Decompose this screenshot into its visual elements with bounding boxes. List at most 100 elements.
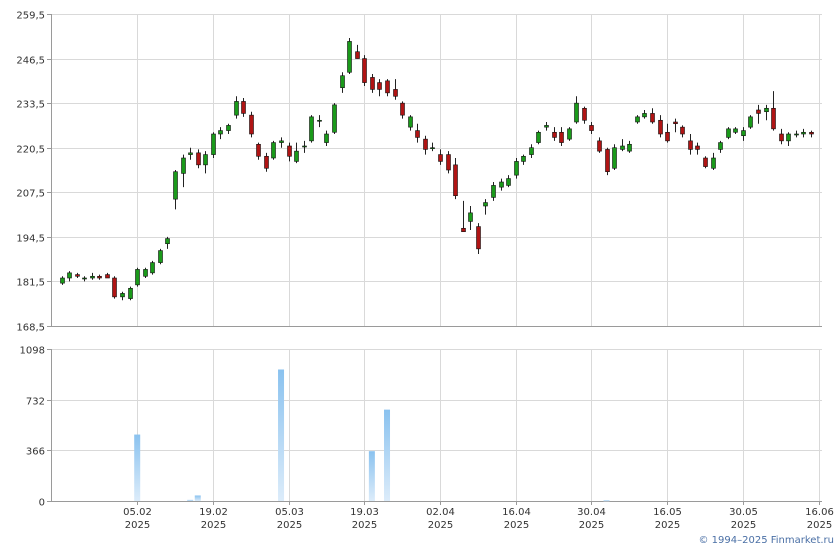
candle-up: [226, 125, 231, 131]
volume-ytick-label: 732: [26, 397, 45, 408]
candle-up: [165, 238, 170, 245]
candle-up: [574, 102, 579, 123]
candle-up: [529, 147, 534, 155]
candle-up: [506, 178, 511, 186]
price-ytick-label: 246,5: [16, 56, 45, 67]
candle-down: [97, 275, 102, 279]
x-tick-date-label: 30.04: [577, 507, 606, 518]
candle-down: [370, 77, 375, 90]
candle-down: [680, 126, 685, 135]
candle-down: [658, 119, 663, 135]
x-tick-date-label: 05.02: [123, 507, 152, 518]
volume-bar: [278, 369, 285, 501]
candle-up: [741, 130, 746, 137]
candle-down: [393, 89, 398, 97]
volume-ytick-label: 0: [39, 498, 45, 509]
candle-down: [438, 154, 443, 162]
volume-bar: [187, 499, 194, 501]
candle-down: [695, 145, 700, 150]
x-tick-year-label: 2025: [731, 520, 756, 531]
candle-up: [181, 157, 186, 174]
candle-down: [256, 143, 261, 157]
candle-down: [597, 140, 602, 152]
price-ytick-label: 181,5: [16, 278, 45, 289]
candle-down: [688, 140, 693, 150]
candle-down: [771, 107, 776, 130]
candle-down: [264, 155, 269, 169]
candle-up: [135, 269, 140, 286]
candle-up: [317, 119, 322, 122]
candle-down: [559, 131, 564, 143]
candle-down: [605, 149, 610, 173]
candle-down: [423, 138, 428, 150]
candle-down: [415, 130, 420, 138]
candle-up: [801, 131, 806, 135]
price-ytick-label: 233,5: [16, 100, 45, 111]
volume-ytick-label: 366: [26, 447, 45, 458]
x-tick-year-label: 2025: [655, 520, 680, 531]
x-tick-date-label: 16.05: [653, 507, 682, 518]
candle-down: [779, 133, 784, 142]
candle-down: [385, 80, 390, 94]
volume-bar: [134, 434, 141, 501]
price-ytick-label: 207,5: [16, 189, 45, 200]
volume-bar: [603, 500, 610, 502]
candle-up: [733, 128, 738, 133]
candle-down: [355, 51, 360, 59]
candle-down: [249, 114, 254, 135]
volume-bar: [368, 451, 375, 501]
copyright-text[interactable]: © 1994–2025 Finmarket.ru: [698, 535, 834, 546]
volume-bar: [194, 495, 201, 501]
candle-down: [809, 131, 814, 135]
x-tick-date-label: 16.06: [805, 507, 834, 518]
candle-up: [794, 133, 799, 136]
candle-down: [665, 131, 670, 142]
candle-up: [642, 113, 647, 118]
candle-down: [756, 109, 761, 114]
candle-up: [536, 131, 541, 143]
candle-up: [718, 142, 723, 150]
candle-down: [552, 131, 557, 138]
candle-down: [703, 157, 708, 167]
candle-down: [377, 82, 382, 90]
candle-down: [476, 226, 481, 250]
candle-down: [650, 113, 655, 123]
x-tick-date-label: 19.02: [199, 507, 228, 518]
candle-up: [764, 107, 769, 113]
candle-up: [332, 104, 337, 133]
candle-down: [75, 274, 80, 277]
candle-up: [340, 75, 345, 89]
candle-up: [150, 262, 155, 274]
candle-up: [82, 277, 87, 280]
x-tick-date-label: 30.05: [729, 507, 758, 518]
candle-up: [620, 145, 625, 150]
candle-down: [241, 101, 246, 114]
candle-up: [309, 116, 314, 142]
candle-up: [188, 152, 193, 155]
candle-down: [105, 274, 110, 279]
price-ytick-label: 168,5: [16, 323, 45, 334]
price-ytick-label: 194,5: [16, 234, 45, 245]
candle-down: [446, 154, 451, 171]
candle-down: [362, 58, 367, 83]
candle-up: [158, 250, 163, 263]
candle-up: [627, 143, 632, 152]
x-tick-year-label: 2025: [125, 520, 150, 531]
x-tick-date-label: 19.03: [350, 507, 379, 518]
candle-up: [173, 171, 178, 200]
volume-bar: [384, 409, 391, 501]
candle-up: [499, 181, 504, 188]
candle-up: [567, 128, 572, 140]
candle-up: [143, 269, 148, 277]
candle-up: [60, 277, 65, 284]
candle-up: [294, 150, 299, 162]
x-tick-year-label: 2025: [807, 520, 832, 531]
candle-up: [786, 133, 791, 142]
volume-ytick-label: 1098: [20, 346, 45, 357]
x-tick-year-label: 2025: [504, 520, 529, 531]
candle-up: [514, 161, 519, 176]
x-tick-date-label: 05.03: [275, 507, 304, 518]
candle-up: [612, 147, 617, 169]
candle-up: [521, 155, 526, 162]
candle-up: [544, 125, 549, 128]
